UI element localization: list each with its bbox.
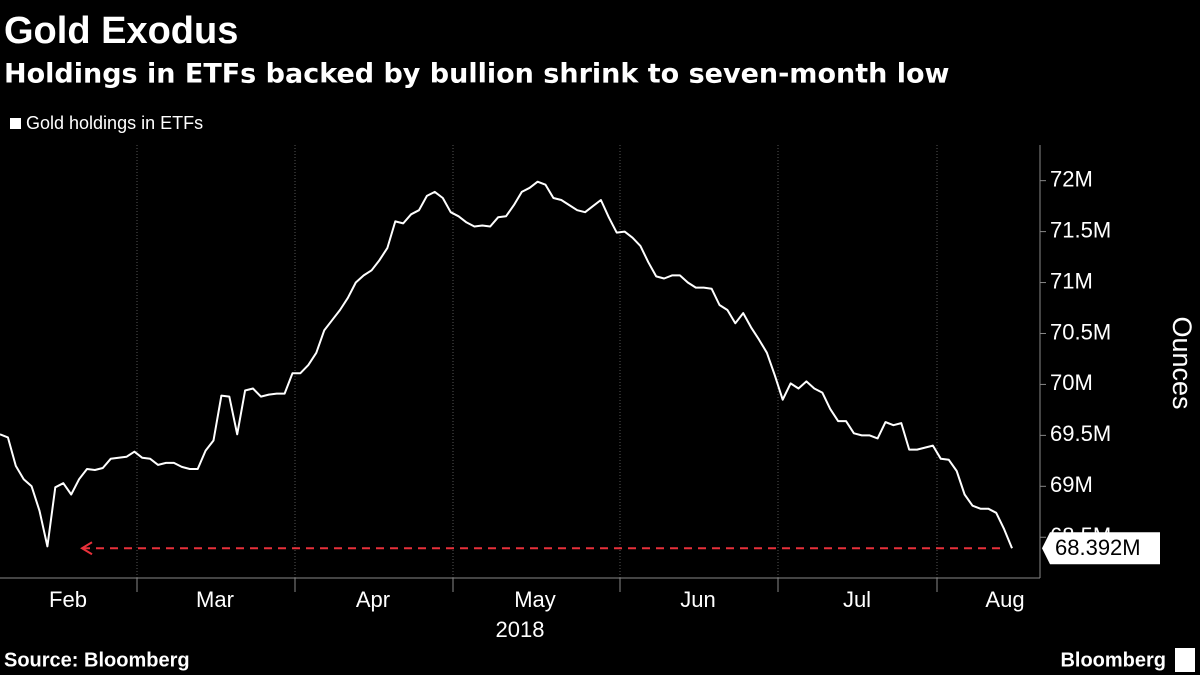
- x-tick-label: Jun: [680, 587, 715, 612]
- value-label: 68.392M: [1055, 535, 1141, 560]
- legend-swatch: [10, 118, 21, 129]
- y-tick-label: 71M: [1050, 268, 1093, 293]
- data-line: [0, 180, 1013, 549]
- x-tick-label: Apr: [356, 587, 390, 612]
- y-tick-label: 71.5M: [1050, 217, 1111, 242]
- chart-title: Gold Exodus: [4, 10, 238, 52]
- reference-arrow: [80, 541, 93, 556]
- y-tick-label: 70M: [1050, 370, 1093, 395]
- chart-subtitle: Holdings in ETFs backed by bullion shrin…: [4, 59, 950, 90]
- x-tick-label: May: [514, 587, 556, 612]
- legend: Gold holdings in ETFs: [10, 113, 203, 133]
- x-tick-label: Jul: [843, 587, 871, 612]
- x-tick-label: Mar: [196, 587, 234, 612]
- y-tick-label: 70.5M: [1050, 319, 1111, 344]
- y-tick-label: 69M: [1050, 472, 1093, 497]
- source: Source: Bloomberg: [4, 649, 190, 671]
- x-tick-label: Aug: [985, 587, 1024, 612]
- y-axis-label: Ounces: [1167, 316, 1197, 409]
- x-tick-label: Feb: [49, 587, 87, 612]
- brand: Bloomberg: [1060, 649, 1166, 671]
- brand-icon: [1175, 648, 1195, 672]
- x-year-label: 2018: [496, 617, 545, 642]
- value-label-box: [1042, 532, 1160, 565]
- y-tick-label: 69.5M: [1050, 421, 1111, 446]
- y-tick-label: 72M: [1050, 166, 1093, 191]
- legend-label: Gold holdings in ETFs: [26, 113, 203, 133]
